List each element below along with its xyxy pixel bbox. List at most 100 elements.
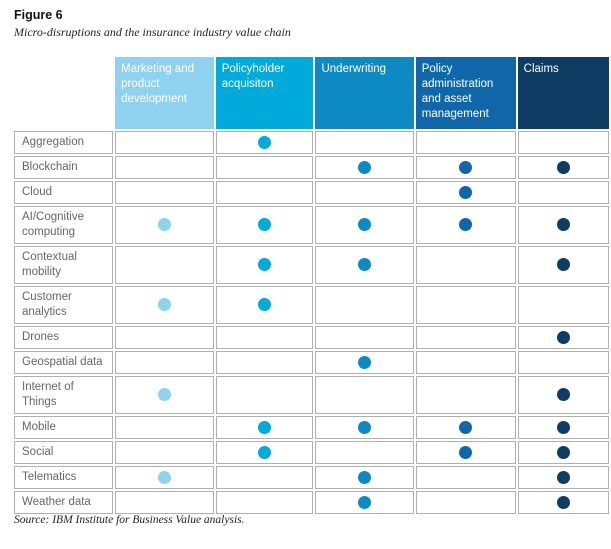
dot-icon [556,495,570,509]
row-label: Telematics [14,466,114,489]
matrix-cell [415,416,516,439]
dot-icon [358,470,372,484]
row-label: Mobile [14,416,114,439]
matrix-cell [315,416,414,439]
dot-icon [358,218,372,232]
dot-icon [556,420,570,434]
matrix-cell [315,286,414,324]
table-row-blockchain: Blockchain [14,156,609,179]
matrix-cell [115,326,214,349]
table-row-customer-analytics: Customer analytics [14,286,609,324]
matrix-cell [115,351,214,374]
dot-icon [556,330,570,344]
matrix-cell [115,376,214,414]
dot-icon [459,160,473,174]
dot-icon [157,388,171,402]
matrix-body: Aggregation Blockchain Cloud AI/Cognitive c… [14,131,609,514]
matrix-cell [517,351,609,374]
column-header-policyholder-acquisiton: Policyholder acquisiton [215,57,314,129]
matrix-cell [215,286,314,324]
row-label: Cloud [14,181,114,204]
matrix-cell [215,441,314,464]
matrix-cell [415,466,516,489]
row-label: Blockchain [14,156,114,179]
matrix-cell [415,181,516,204]
matrix-cell [517,326,609,349]
matrix-cell [517,491,609,514]
matrix-cell [315,491,414,514]
dot-icon [157,470,171,484]
matrix-cell [517,441,609,464]
table-row-weather-data: Weather data [14,491,609,514]
dot-icon [258,445,272,459]
matrix-cell [517,376,609,414]
matrix-cell [215,416,314,439]
matrix-cell [215,131,314,154]
dot-icon [556,218,570,232]
matrix-cell [315,376,414,414]
matrix-cell [115,206,214,244]
dot-icon [459,185,473,199]
table-row-ai-cognitive-computing: AI/Cognitive computing [14,206,609,244]
dot-icon [358,160,372,174]
matrix-cell [517,156,609,179]
dot-icon [258,298,272,312]
dot-icon [258,258,272,272]
matrix-cell [215,351,314,374]
dot-icon [459,218,473,232]
matrix-cell [315,181,414,204]
matrix-cell [415,246,516,284]
dot-icon [258,135,272,149]
dot-icon [358,495,372,509]
matrix-cell [115,466,214,489]
matrix-cell [115,416,214,439]
matrix-cell [415,351,516,374]
matrix-cell [215,466,314,489]
matrix-cell [315,156,414,179]
dot-icon [358,420,372,434]
table-row-telematics: Telematics [14,466,609,489]
column-header-policy-administration-and-asset-management: Policy administration and asset manageme… [415,57,516,129]
matrix-cell [215,326,314,349]
dot-icon [157,218,171,232]
dot-icon [358,258,372,272]
row-label: Weather data [14,491,114,514]
matrix-cell [315,351,414,374]
row-label: Geospatial data [14,351,114,374]
table-row-geospatial-data: Geospatial data [14,351,609,374]
matrix-cell [415,206,516,244]
row-label: Contextual mobility [14,246,114,284]
matrix-cell [315,326,414,349]
table-row-internet-of-things: Internet of Things [14,376,609,414]
row-label: Drones [14,326,114,349]
matrix-cell [517,286,609,324]
matrix-cell [215,156,314,179]
matrix-cell [215,376,314,414]
matrix-cell [115,441,214,464]
matrix-cell [415,491,516,514]
matrix-cell [215,491,314,514]
dot-icon [258,218,272,232]
dot-icon [556,388,570,402]
matrix-cell [517,206,609,244]
matrix-cell [115,246,214,284]
column-header-claims: Claims [517,57,609,129]
table-row-cloud: Cloud [14,181,609,204]
table-row-mobile: Mobile [14,416,609,439]
matrix-cell [315,131,414,154]
matrix-cell [415,131,516,154]
matrix-cell [415,156,516,179]
dot-icon [157,298,171,312]
matrix-header: Marketing and product development Policyh… [14,57,609,129]
dot-icon [258,420,272,434]
matrix-cell [315,466,414,489]
matrix-cell [517,181,609,204]
figure-label: Figure 6 [14,8,63,22]
matrix-cell [415,376,516,414]
matrix-cell [415,286,516,324]
matrix-cell [215,206,314,244]
matrix-cell [315,441,414,464]
matrix-cell [115,491,214,514]
matrix-cell [115,286,214,324]
row-label: Customer analytics [14,286,114,324]
